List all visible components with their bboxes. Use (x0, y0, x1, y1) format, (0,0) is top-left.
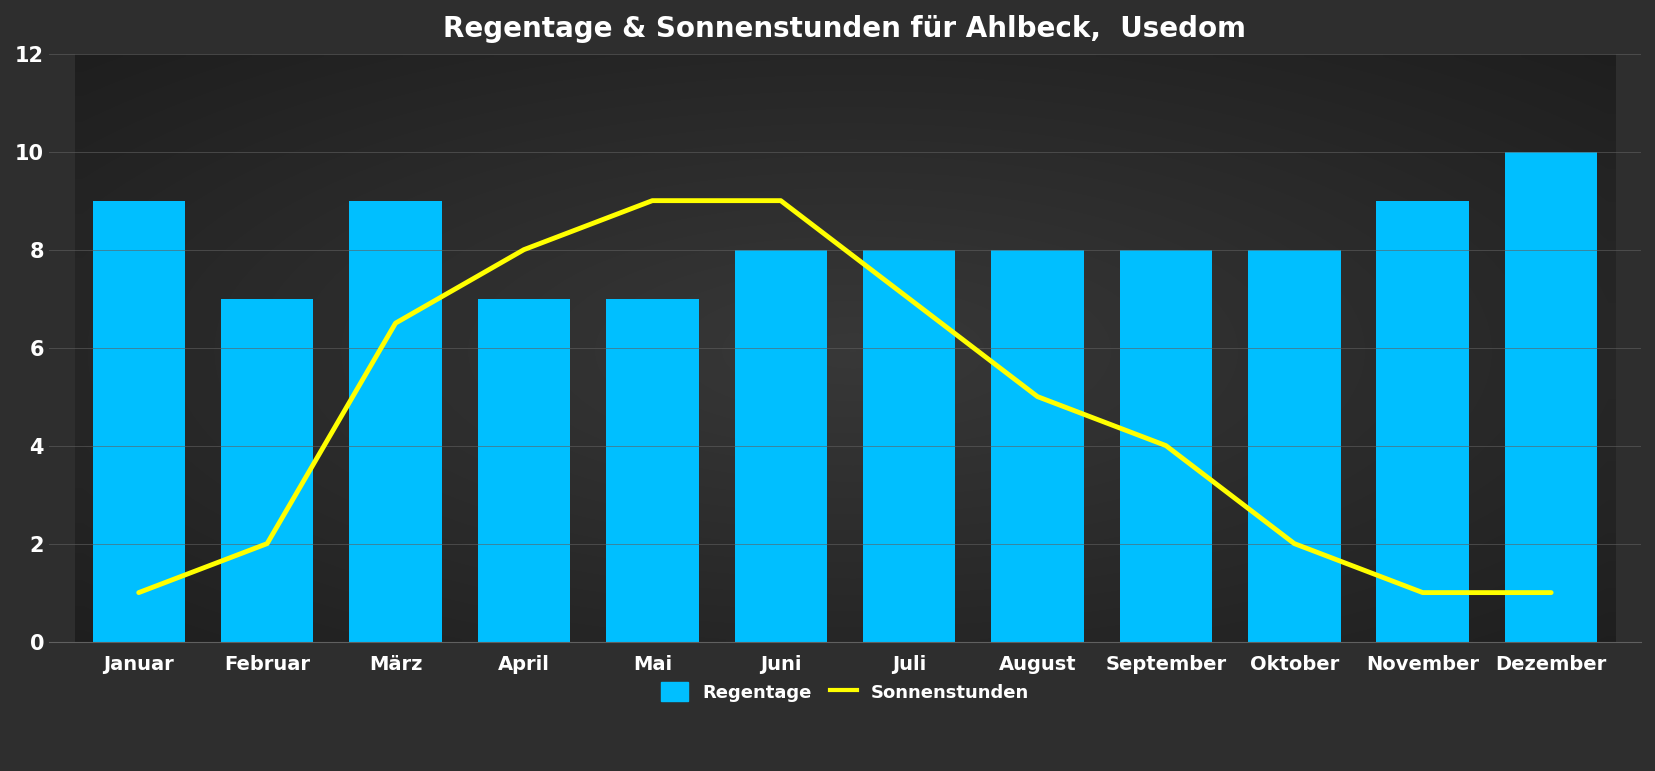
Legend: Regentage, Sonnenstunden: Regentage, Sonnenstunden (654, 675, 1036, 709)
Bar (606, 298, 698, 641)
Bar (220, 298, 313, 641)
Bar (1375, 200, 1468, 641)
Bar (477, 298, 569, 641)
Bar (93, 200, 185, 641)
Bar (1504, 152, 1597, 641)
Bar (991, 250, 1082, 641)
Title: Regentage & Sonnenstunden für Ahlbeck,  Usedom: Regentage & Sonnenstunden für Ahlbeck, U… (444, 15, 1246, 43)
Bar (862, 250, 955, 641)
Bar (349, 200, 442, 641)
Bar (1248, 250, 1341, 641)
Bar (735, 250, 826, 641)
Bar (1119, 250, 1211, 641)
